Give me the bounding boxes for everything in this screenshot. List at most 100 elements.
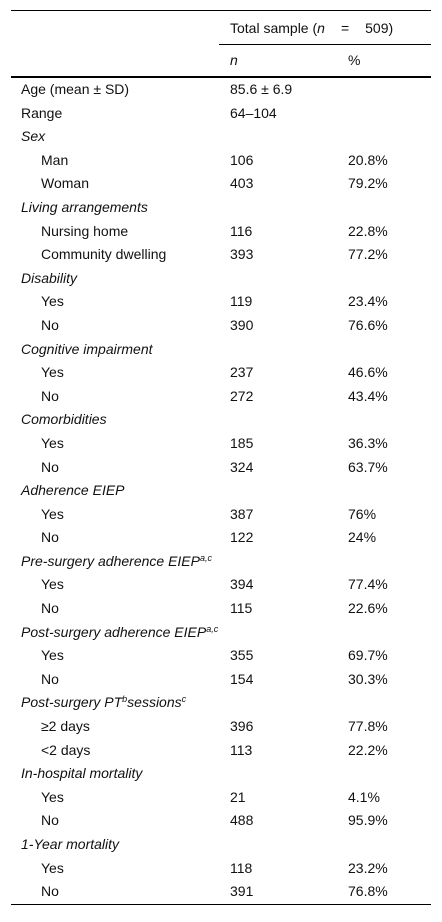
row-pct: 95.9% bbox=[348, 812, 388, 829]
row-n: 396 bbox=[230, 718, 254, 735]
section-label: Post-surgery adherence EIEPa,c bbox=[21, 621, 218, 645]
table-row: Yes 237 46.6% bbox=[11, 361, 431, 385]
section-label-text: Pre-surgery adherence EIEP bbox=[21, 552, 200, 569]
row-pct: 30.3% bbox=[348, 670, 388, 687]
row-label: No bbox=[41, 883, 59, 900]
table-row: Yes 355 69.7% bbox=[11, 644, 431, 668]
table-row: Age (mean ± SD) 85.6 ± 6.9 bbox=[11, 78, 431, 102]
table-row: ≥2 days 396 77.8% bbox=[11, 715, 431, 739]
table-row: Yes 21 4.1% bbox=[11, 786, 431, 810]
row-n: 122 bbox=[230, 529, 254, 546]
row-pct: 23.2% bbox=[348, 859, 388, 876]
row-n: 154 bbox=[230, 670, 254, 687]
row-n: 21 bbox=[230, 788, 246, 805]
n-column-header: n bbox=[230, 52, 238, 68]
row-label: ≥2 days bbox=[41, 718, 90, 735]
section-label: Pre-surgery adherence EIEPa,c bbox=[21, 550, 212, 574]
section-header-row: 1-Year mortality bbox=[11, 833, 431, 857]
table-row: <2 days 113 22.2% bbox=[11, 739, 431, 763]
footnote-marker: a,c bbox=[206, 623, 219, 634]
row-n: 394 bbox=[230, 576, 254, 593]
row-n: 106 bbox=[230, 151, 254, 168]
section-label: Living arrangements bbox=[21, 198, 148, 215]
section-header-row: Pre-surgery adherence EIEPa,c bbox=[11, 550, 431, 574]
section-header-row: Comorbidities bbox=[11, 408, 431, 432]
row-pct: 77.8% bbox=[348, 718, 388, 735]
footnote-marker: c bbox=[181, 694, 187, 705]
row-n: 391 bbox=[230, 883, 254, 900]
section-header-row: Post-surgery adherence EIEPa,c bbox=[11, 621, 431, 645]
section-label: Cognitive impairment bbox=[21, 340, 153, 357]
section-label-text: sessions bbox=[127, 694, 182, 711]
row-n: 64–104 bbox=[230, 104, 277, 121]
section-header-row: Cognitive impairment bbox=[11, 338, 431, 362]
table-row: Yes 394 77.4% bbox=[11, 573, 431, 597]
row-label: No bbox=[41, 812, 59, 829]
row-n: 185 bbox=[230, 434, 254, 451]
section-label: Post-surgery PTbsessionsc bbox=[21, 691, 186, 715]
row-label: No bbox=[41, 316, 59, 333]
row-n: 113 bbox=[230, 741, 253, 758]
row-label: Yes bbox=[41, 576, 64, 593]
row-label: No bbox=[41, 458, 59, 475]
row-pct: 77.4% bbox=[348, 576, 388, 593]
section-header-row: In-hospital mortality bbox=[11, 762, 431, 786]
row-pct: 22.2% bbox=[348, 741, 388, 758]
row-pct: 36.3% bbox=[348, 434, 388, 451]
table-row: No 115 22.6% bbox=[11, 597, 431, 621]
section-header-row: Post-surgery PTbsessionsc bbox=[11, 691, 431, 715]
row-pct: 69.7% bbox=[348, 647, 388, 664]
section-header-row: Disability bbox=[11, 267, 431, 291]
total-eq: = bbox=[340, 20, 350, 36]
section-label: Sex bbox=[21, 128, 46, 145]
table-row: No 324 63.7% bbox=[11, 456, 431, 480]
total-sample-header: Total sample (n = 509) bbox=[219, 11, 431, 45]
row-label: No bbox=[41, 670, 59, 687]
row-label: No bbox=[41, 529, 59, 546]
table-row: Yes 119 23.4% bbox=[11, 290, 431, 314]
row-label: Community dwelling bbox=[41, 246, 167, 263]
section-header-row: Sex bbox=[11, 125, 431, 149]
table-row: Yes 118 23.2% bbox=[11, 857, 431, 881]
row-label: Yes bbox=[41, 434, 64, 451]
section-header-row: Living arrangements bbox=[11, 196, 431, 220]
row-n: 403 bbox=[230, 175, 254, 192]
table-row: No 488 95.9% bbox=[11, 809, 431, 833]
row-pct: 77.2% bbox=[348, 246, 388, 263]
row-pct: 23.4% bbox=[348, 293, 388, 310]
row-n: 488 bbox=[230, 812, 254, 829]
row-label: Woman bbox=[41, 175, 89, 192]
section-label: 1-Year mortality bbox=[21, 836, 120, 852]
row-n: 272 bbox=[230, 387, 254, 404]
row-n: 119 bbox=[230, 293, 253, 310]
row-label: Yes bbox=[41, 788, 64, 805]
row-pct: 22.8% bbox=[348, 222, 388, 239]
row-label: Yes bbox=[41, 859, 64, 876]
row-n: 116 bbox=[230, 222, 253, 239]
row-n: 355 bbox=[230, 647, 254, 664]
footnote-marker: b bbox=[122, 694, 128, 705]
table-row: No 154 30.3% bbox=[11, 668, 431, 692]
row-label: Yes bbox=[41, 293, 64, 310]
row-label: Yes bbox=[41, 505, 64, 522]
row-n: 118 bbox=[230, 859, 253, 876]
section-header-row: Adherence EIEP bbox=[11, 479, 431, 503]
row-label: Yes bbox=[41, 647, 64, 664]
table-row: No 391 76.8% bbox=[11, 880, 431, 904]
table-row: Yes 387 76% bbox=[11, 503, 431, 527]
row-pct: 22.6% bbox=[348, 600, 388, 617]
row-pct: 76.6% bbox=[348, 316, 388, 333]
row-label: Yes bbox=[41, 364, 64, 381]
table-row: Woman 403 79.2% bbox=[11, 172, 431, 196]
row-label: Man bbox=[41, 151, 69, 168]
section-label: Comorbidities bbox=[21, 411, 107, 428]
total-value: 509) bbox=[365, 20, 394, 36]
row-label: No bbox=[41, 600, 59, 617]
table-subheader-row: n % bbox=[11, 45, 431, 78]
row-label: Age (mean ± SD) bbox=[21, 81, 130, 97]
row-pct: 76.8% bbox=[348, 883, 388, 900]
row-label: Range bbox=[21, 104, 63, 121]
section-label-text: Post-surgery adherence EIEP bbox=[21, 623, 207, 640]
pct-column-header: % bbox=[348, 52, 361, 68]
table-row: Range 64–104 bbox=[11, 102, 431, 126]
